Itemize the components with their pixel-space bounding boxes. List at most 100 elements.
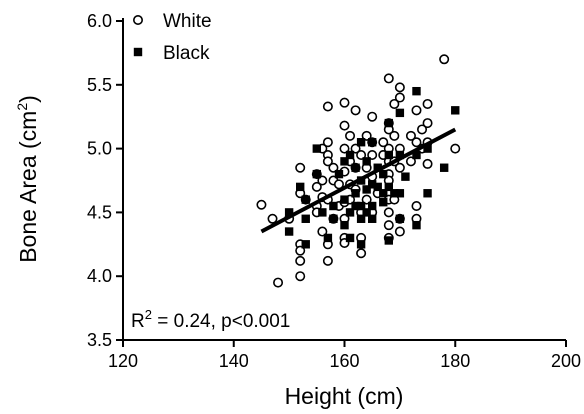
annotation-rest: = 0.24, p<0.001 [152, 311, 290, 332]
white-data-point [383, 220, 394, 231]
legend-black-marker [133, 47, 143, 57]
white-data-point [405, 130, 416, 141]
white-data-point [295, 245, 306, 256]
white-data-point [422, 118, 433, 129]
white-data-point [383, 207, 394, 218]
white-data-point [295, 271, 306, 282]
white-data-point [411, 137, 422, 148]
white-data-point [317, 226, 328, 237]
x-tick-label: 140 [219, 351, 249, 371]
black-data-point [312, 144, 322, 153]
white-data-point [339, 143, 350, 154]
black-data-point [384, 150, 393, 160]
white-data-point [311, 181, 322, 192]
white-data-point [389, 130, 400, 141]
y-axis-title-close: ) [15, 95, 41, 103]
black-data-point [401, 172, 410, 181]
black-data-point [356, 214, 366, 223]
black-data-point [379, 197, 388, 207]
legend-white-marker [133, 15, 144, 25]
black-data-point [312, 169, 322, 179]
black-data-point [329, 214, 338, 223]
annotation-r: R [131, 311, 145, 332]
black-data-point [334, 169, 344, 179]
black-data-point [329, 201, 338, 211]
white-data-point [422, 158, 433, 169]
r-squared-annotation: R2 = 0.24, p<0.001 [131, 307, 290, 332]
y-tick-label: 5.0 [87, 139, 112, 159]
white-data-point [267, 213, 278, 224]
black-data-point [439, 163, 449, 172]
black-data-point [345, 150, 355, 160]
black-data-point [384, 236, 393, 245]
black-data-point [367, 180, 377, 189]
black-data-point [379, 189, 388, 198]
black-data-point [395, 189, 405, 198]
black-data-point [351, 201, 360, 211]
y-axis-title-sup: 2 [14, 103, 30, 111]
black-data-point [423, 144, 432, 153]
white-data-point [322, 156, 333, 167]
black-data-point [451, 106, 460, 115]
black-data-point [412, 220, 421, 230]
white-data-point [394, 226, 405, 237]
black-data-point [284, 227, 294, 236]
white-data-point [411, 201, 422, 212]
x-tick-label: 120 [108, 351, 138, 371]
white-data-point [383, 73, 394, 84]
black-data-point [356, 201, 366, 211]
black-data-point [301, 240, 310, 249]
white-data-point [339, 120, 350, 131]
legend-black-label: Black [163, 43, 210, 64]
black-data-point [351, 189, 360, 198]
black-data-point [390, 189, 399, 198]
black-data-point [412, 150, 421, 160]
y-axis-title-main: Bone Area (cm [15, 111, 41, 263]
black-data-point [362, 157, 371, 166]
white-data-point [273, 277, 284, 288]
black-data-point [367, 214, 377, 223]
white-data-point [328, 162, 339, 173]
white-data-point [350, 105, 361, 116]
black-data-point [296, 182, 305, 192]
white-data-point [256, 199, 267, 210]
white-data-point [317, 175, 328, 186]
black-data-point [395, 108, 405, 118]
white-data-point [350, 143, 361, 154]
white-data-point [339, 97, 350, 108]
black-data-point [356, 138, 366, 147]
y-tick-label: 6.0 [87, 11, 112, 31]
black-data-point [340, 220, 349, 230]
y-tick-label: 5.5 [87, 75, 112, 95]
black-data-point [356, 240, 366, 249]
black-data-point [412, 86, 421, 96]
white-data-point [450, 143, 461, 154]
white-data-point [295, 255, 306, 266]
white-data-point [322, 255, 333, 266]
x-tick-label: 180 [440, 351, 470, 371]
white-data-point [422, 98, 433, 109]
y-tick-label: 4.0 [87, 266, 112, 286]
black-data-point [323, 233, 333, 243]
y-axis-title: Bone Area (cm2) [14, 95, 41, 263]
white-data-point [389, 98, 400, 109]
black-data-point [301, 214, 310, 223]
x-axis-ticks: 120 140 160 180 200 [108, 340, 581, 371]
x-axis-title: Height (cm) [285, 383, 404, 409]
white-data-point [439, 54, 450, 65]
black-data-point [373, 163, 382, 172]
black-data-point [373, 182, 382, 192]
white-data-point [322, 101, 333, 112]
black-data-point [345, 233, 355, 243]
y-axis-ticks: 3.5 4.0 4.5 5.0 5.5 6.0 [87, 11, 123, 350]
white-data-point [295, 162, 306, 173]
black-data-point [384, 118, 393, 128]
white-data-point [322, 137, 333, 148]
black-data-point [395, 214, 405, 223]
y-tick-label: 3.5 [87, 330, 112, 350]
white-data-point [417, 124, 428, 135]
white-data-point [411, 105, 422, 116]
white-data-point [356, 248, 367, 259]
black-data-point [345, 208, 355, 217]
